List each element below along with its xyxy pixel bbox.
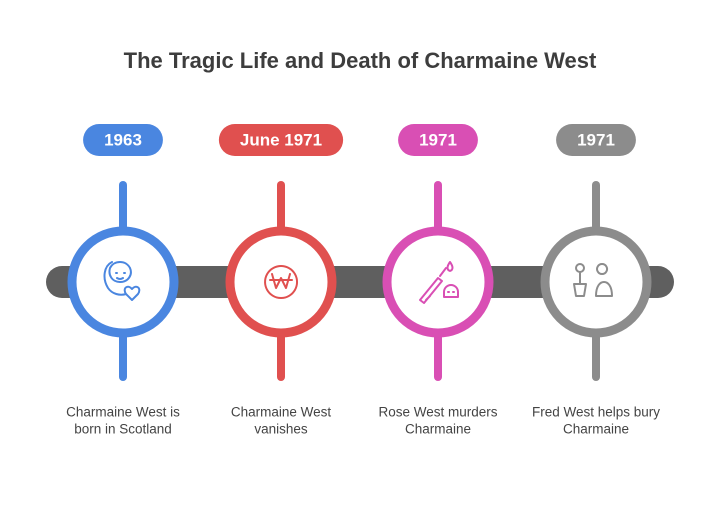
- event-description: Charmaine West is: [66, 405, 180, 420]
- date-label: 1971: [577, 130, 615, 149]
- event-circle: [225, 226, 337, 338]
- event-icon: [103, 261, 141, 301]
- event-description: Fred West helps bury: [532, 405, 660, 420]
- event-icon: [419, 261, 459, 304]
- date-pill: [83, 124, 163, 156]
- date-pill: [218, 124, 344, 156]
- event-description: born in Scotland: [74, 422, 172, 437]
- event-description: vanishes: [254, 422, 308, 437]
- date-label: 1971: [419, 130, 457, 149]
- event-icon: [264, 265, 299, 299]
- event-description: Rose West murders: [378, 405, 497, 420]
- date-label: June 1971: [240, 130, 322, 149]
- event-circle: [540, 226, 652, 338]
- title: The Tragic Life and Death of Charmaine W…: [124, 48, 597, 73]
- event-icon: [573, 263, 613, 297]
- timeline-bar: [46, 266, 674, 298]
- event-description: Charmaine: [563, 422, 629, 437]
- event-description: Charmaine West: [231, 405, 332, 420]
- date-label: 1963: [104, 130, 142, 149]
- event-description: Charmaine: [405, 422, 471, 437]
- date-pill: [556, 124, 636, 156]
- date-pill: [398, 124, 478, 156]
- event-circle: [382, 226, 494, 338]
